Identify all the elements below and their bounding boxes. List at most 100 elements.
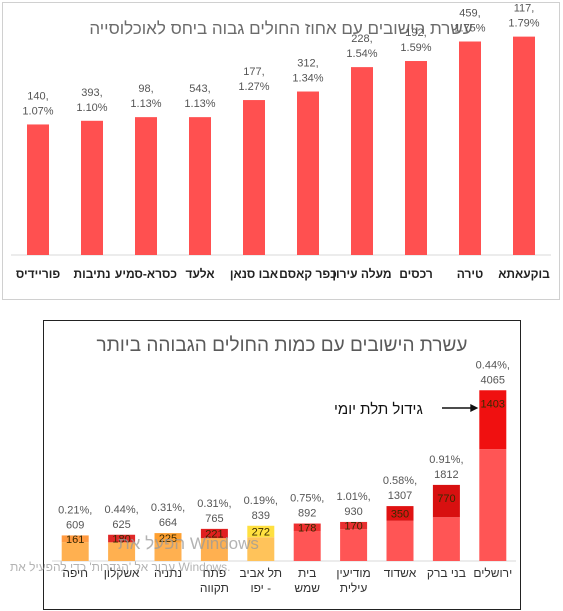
bar-5 xyxy=(243,100,265,255)
data-label-pct-3: 1.54% xyxy=(346,48,377,60)
category-label-2: רכסים xyxy=(399,267,433,281)
category-label-7: נתניה xyxy=(154,566,182,580)
segment-label-9: 161 xyxy=(66,534,84,546)
category-label-4: בית xyxy=(298,566,316,580)
category-label-5: אבו סנאן xyxy=(230,267,278,281)
segment-label-7: 225 xyxy=(159,533,177,545)
windows-activation-hint: עבור אל 'הגדרות' כדי להפעיל את Windows. xyxy=(10,560,231,574)
category-label-4-line2: שמש xyxy=(294,581,320,595)
chart-case-count: 1403 0.44%, 4065 ירושלים 770 0.91%, 1812 בני בר… xyxy=(52,359,516,595)
bar-growth-segment-3 xyxy=(340,521,368,530)
bar-growth-segment-7 xyxy=(154,533,182,543)
data-label-pct-4: 1.34% xyxy=(292,73,323,85)
data-label-total-6: 765 xyxy=(205,513,223,525)
bar-growth-segment-8 xyxy=(108,534,136,543)
category-label-6: פתח xyxy=(203,566,227,580)
data-label-total-8: 625 xyxy=(112,519,130,531)
data-label-pct-6: 1.13% xyxy=(184,98,215,110)
category-label-5: תל אביב xyxy=(240,566,283,580)
bar-growth-segment-1 xyxy=(432,484,460,518)
data-label-count-9: 140, xyxy=(27,90,48,102)
chart-title-infection-rate: עשרת הישובים עם אחוז החולים גבוה ביחס לא… xyxy=(89,19,473,38)
data-label-total-5: 839 xyxy=(252,510,270,522)
data-label-total-9: 609 xyxy=(66,519,84,531)
data-label-count-7: 98, xyxy=(138,83,153,95)
bar-3 xyxy=(351,67,373,256)
category-label-9: חיפה xyxy=(62,566,88,580)
bar-base-4 xyxy=(293,531,321,561)
data-label-pct-7: 0.31%, xyxy=(151,502,185,514)
bar-growth-segment-2 xyxy=(386,506,414,521)
category-label-8: אשקלון xyxy=(104,566,140,580)
bar-base-9 xyxy=(61,542,89,561)
annotation-three-day-growth: גידול תלת יומי xyxy=(334,401,423,418)
category-label-4: כפר קאסם xyxy=(279,267,337,281)
data-label-count-2: 192, xyxy=(405,27,426,39)
bar-base-3 xyxy=(340,529,368,561)
category-label-0: בוקעאתא xyxy=(498,267,550,281)
data-label-pct-6: 0.31%, xyxy=(197,498,231,510)
data-label-total-2: 1307 xyxy=(388,490,412,502)
data-label-count-0: 117, xyxy=(514,3,535,15)
category-label-5-line2: - יפו xyxy=(250,581,271,595)
windows-activation-watermark: הפעל את Windows xyxy=(118,534,259,553)
data-label-pct-0: 1.79% xyxy=(508,18,539,30)
bar-growth-segment-6 xyxy=(200,528,228,539)
chart-panel-case-count: עשרת הישובים עם כמות החולים הגבוהה ביותר… xyxy=(43,320,521,610)
data-label-count-4: 312, xyxy=(297,58,318,70)
segment-label-5: 272 xyxy=(252,526,270,538)
bar-8 xyxy=(81,120,103,255)
data-label-count-8: 393, xyxy=(81,87,102,99)
chart-panel-infection-rate: עשרת הישובים עם אחוז החולים גבוה ביחס לא… xyxy=(2,2,560,300)
bar-base-5 xyxy=(247,537,275,561)
bar-6 xyxy=(189,117,211,255)
bar-7 xyxy=(135,117,157,255)
segment-label-3: 170 xyxy=(344,521,362,533)
data-label-total-7: 664 xyxy=(159,517,177,529)
bar-base-7 xyxy=(154,542,182,561)
segment-label-6: 221 xyxy=(205,529,223,541)
category-label-1: טירה xyxy=(457,267,484,281)
data-label-pct-7: 1.13% xyxy=(130,98,161,110)
data-label-pct-3: 1.01%, xyxy=(336,491,370,503)
annotation-arrow-head xyxy=(470,404,479,412)
bar-growth-segment-4 xyxy=(293,523,321,532)
bar-growth-segment-5 xyxy=(247,525,275,538)
bar-base-6 xyxy=(200,538,228,561)
category-label-3-line2: עילית xyxy=(340,581,368,595)
data-label-pct-2: 1.59% xyxy=(400,42,431,54)
data-label-pct-9: 0.21%, xyxy=(58,504,92,516)
data-label-pct-1: 0.91%, xyxy=(429,454,463,466)
data-label-pct-5: 0.19%, xyxy=(244,495,278,507)
data-label-pct-0: 0.44%, xyxy=(476,359,510,371)
data-label-count-6: 543, xyxy=(189,83,210,95)
data-label-count-3: 228, xyxy=(351,33,372,45)
category-label-9: פוריידיס xyxy=(16,267,61,281)
category-label-2: אשדוד xyxy=(384,566,417,580)
bar-base-2 xyxy=(386,520,414,561)
category-label-1: בני ברק xyxy=(427,566,466,580)
category-label-6: אלעד xyxy=(185,267,214,281)
bar-base-8 xyxy=(108,542,136,561)
data-label-count-1: 459, xyxy=(459,8,480,20)
data-label-pct-4: 0.75%, xyxy=(290,493,324,505)
data-label-pct-5: 1.27% xyxy=(238,81,269,93)
data-label-total-4: 892 xyxy=(298,508,316,520)
category-label-3: מעלה עירון xyxy=(332,267,391,281)
data-label-total-0: 4065 xyxy=(481,374,505,386)
data-label-count-5: 177, xyxy=(243,66,264,78)
category-label-0: ירושלים xyxy=(473,566,512,580)
data-label-pct-2: 0.58%, xyxy=(383,475,417,487)
data-label-pct-8: 1.10% xyxy=(76,102,107,114)
segment-label-0: 1403 xyxy=(481,398,505,410)
segment-label-4: 178 xyxy=(298,522,316,534)
bar-0 xyxy=(513,36,535,256)
bar-2 xyxy=(405,61,427,255)
bar-growth-segment-9 xyxy=(61,535,89,543)
segment-label-1: 770 xyxy=(437,493,455,505)
category-label-7: כסרא-סמיע xyxy=(115,267,177,281)
bar-growth-segment-0 xyxy=(479,390,507,450)
chart-title-case-count: עשרת הישובים עם כמות החולים הגבוהה ביותר xyxy=(96,335,468,356)
chart-infection-rate: 117, 1.79% בוקעאתא 459, 1.75% טירה 192, 1.59% רכ… xyxy=(11,3,551,281)
category-label-3: מודיעין xyxy=(336,566,370,580)
